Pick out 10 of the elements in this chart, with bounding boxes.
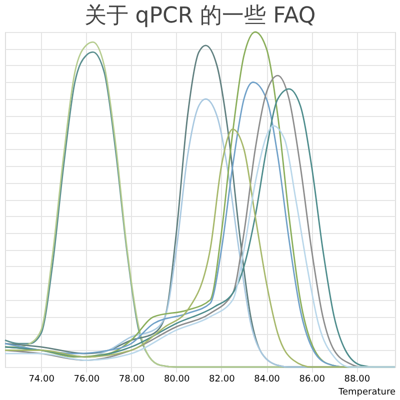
x-tick-label: 86.00 (299, 374, 326, 384)
x-tick-label: 88.00 (344, 374, 370, 384)
x-tick-label: 76.00 (74, 374, 100, 384)
x-tick-label: 82.00 (209, 374, 236, 384)
x-tick-label: 74.00 (28, 374, 55, 384)
chart-title: 关于 qPCR 的一些 FAQ (84, 3, 316, 28)
x-axis-title: Temperature (337, 388, 396, 398)
x-tick-label: 84.00 (254, 374, 280, 384)
x-tick-label: 78.00 (118, 374, 145, 384)
x-tick-label: 80.00 (164, 374, 190, 384)
